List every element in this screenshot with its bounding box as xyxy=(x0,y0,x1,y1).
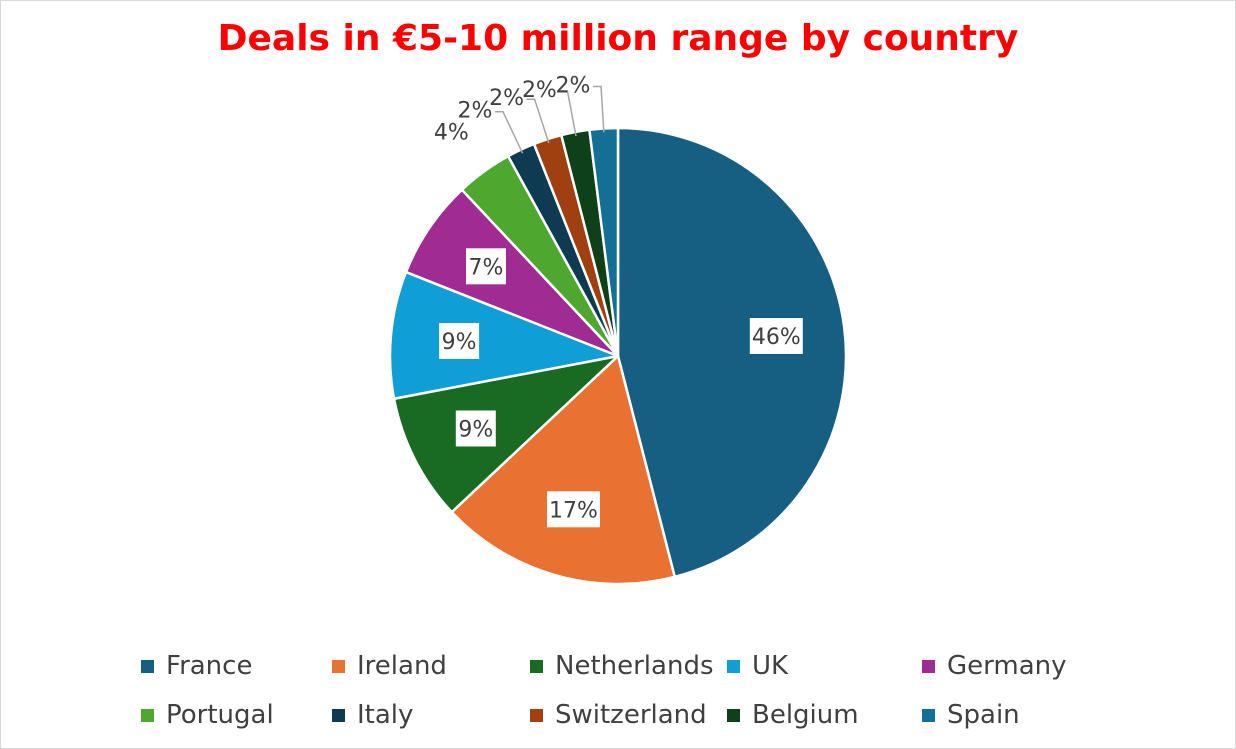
data-label-text: 9% xyxy=(442,330,477,355)
pie-slice-uk xyxy=(388,270,620,400)
data-label-text: 9% xyxy=(458,418,493,443)
data-label-text: 17% xyxy=(549,498,598,523)
leader-line xyxy=(526,98,550,144)
data-label-box xyxy=(466,248,506,285)
data-label-switzerland: 2% xyxy=(489,86,550,144)
data-label-box xyxy=(547,491,600,528)
data-label-italy: 2% xyxy=(458,99,524,154)
data-label-spain: 2% xyxy=(556,74,605,133)
data-label-text: 2% xyxy=(522,78,557,103)
data-label-text: 2% xyxy=(458,99,493,124)
leader-line xyxy=(559,90,577,137)
data-label-text: 7% xyxy=(469,255,504,280)
data-label-ireland: 17% xyxy=(547,491,600,528)
leader-line xyxy=(495,110,524,154)
leader-line xyxy=(593,85,605,133)
pie-slice-netherlands xyxy=(392,354,620,514)
data-label-box xyxy=(749,318,803,354)
data-label-uk: 9% xyxy=(439,323,480,359)
data-label-belgium: 2% xyxy=(522,78,577,137)
chart-title: Deals in €5-10 million range by country xyxy=(217,18,1019,59)
pie-slice-ireland xyxy=(450,354,676,586)
data-label-box xyxy=(439,323,480,359)
data-label-netherlands: 9% xyxy=(455,410,496,447)
data-label-box xyxy=(455,410,496,447)
data-label-text: 4% xyxy=(434,121,469,146)
data-label-text: 46% xyxy=(752,325,801,350)
data-label-text: 2% xyxy=(556,74,591,99)
data-label-germany: 7% xyxy=(466,248,506,285)
pie-slice-france xyxy=(616,126,848,579)
data-label-portugal: 4% xyxy=(434,121,469,146)
data-label-text: 2% xyxy=(489,86,524,111)
data-label-france: 46% xyxy=(749,318,803,354)
